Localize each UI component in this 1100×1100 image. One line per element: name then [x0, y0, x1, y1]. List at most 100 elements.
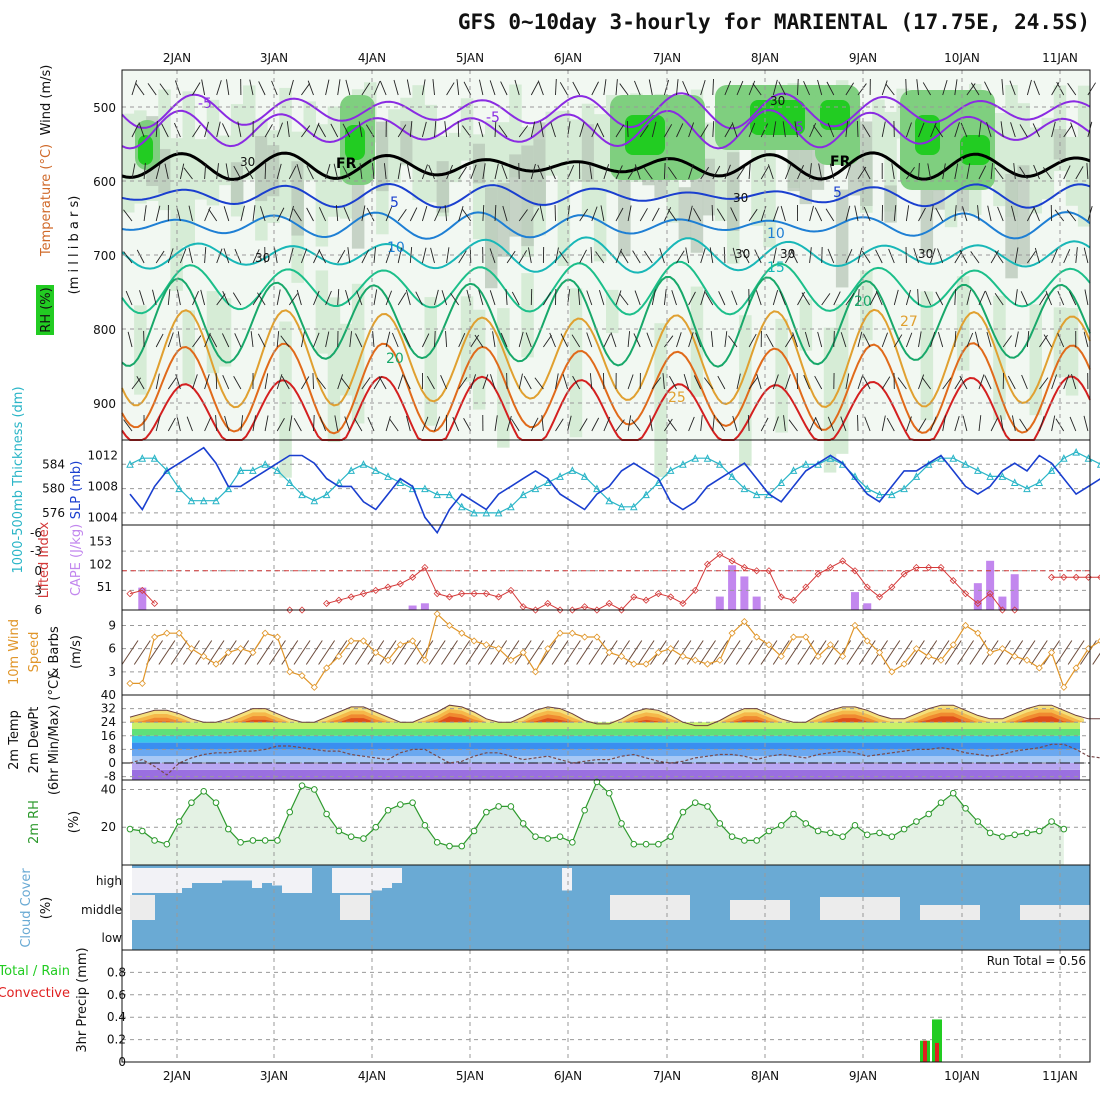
- wind-barb: [258, 81, 266, 96]
- temp-contour-label: 10: [387, 240, 405, 256]
- wind-barb: [730, 207, 738, 222]
- wind-barb: [237, 121, 242, 138]
- wind-barb: [358, 121, 363, 138]
- thickness-point: [875, 490, 884, 499]
- wind-speed-point: [617, 652, 626, 660]
- wind-barb: [478, 121, 484, 138]
- ylabel-barbs: & Barbs: [47, 626, 62, 678]
- cloud-high: [182, 868, 192, 888]
- wind-barb: [293, 417, 302, 432]
- wind-barb: [233, 165, 242, 180]
- rh-point: [1060, 825, 1068, 833]
- wind-barb: [409, 121, 413, 138]
- wind-barb: [765, 333, 774, 348]
- wind-barb: [615, 79, 618, 96]
- temp-contour-7: [121, 276, 1091, 368]
- thickness-point: [666, 466, 675, 474]
- wind-barb: [792, 332, 798, 348]
- wind-barb: [748, 208, 758, 222]
- wind-barb: [700, 248, 706, 264]
- wind-barb-10m: [760, 640, 778, 665]
- thickness-point: [752, 490, 761, 499]
- thickness-point: [802, 460, 810, 468]
- thickness-point: [580, 472, 589, 480]
- temp-band-5: [132, 735, 1080, 743]
- thickness-point: [629, 502, 638, 511]
- cloud-high: [392, 868, 402, 883]
- wind-barb: [586, 332, 593, 348]
- wind-barb: [788, 419, 798, 432]
- wind-barb: [572, 375, 581, 390]
- wind-barb: [537, 164, 544, 180]
- wind-barb: [138, 122, 145, 138]
- temp-band-7: [132, 722, 1080, 729]
- wind-barb: [748, 80, 756, 96]
- wind-barb: [688, 122, 695, 138]
- wind-barb: [445, 331, 448, 348]
- wind-barb: [397, 247, 402, 264]
- wind-barb: [500, 81, 508, 96]
- xtick-bottom: 11JAN: [1042, 1069, 1078, 1083]
- wind-barb: [444, 205, 448, 222]
- wind-barb: [378, 375, 387, 390]
- wind-barb: [502, 205, 508, 222]
- wind-barb: [619, 83, 629, 96]
- wind-barb: [862, 124, 871, 138]
- wind-barb: [301, 125, 311, 138]
- thickness-point: [175, 484, 183, 493]
- li-point: [912, 563, 920, 572]
- wind-speed-point: [839, 652, 847, 660]
- li-point: [544, 599, 552, 608]
- wind-barb: [918, 122, 925, 138]
- wind-barb: [330, 123, 339, 138]
- wind-barb: [615, 290, 622, 306]
- thickness-point: [863, 484, 872, 493]
- thickness-point: [285, 478, 294, 486]
- rh-point: [556, 833, 564, 840]
- wind-barb: [772, 206, 779, 222]
- cloud-high: [172, 868, 182, 893]
- wind-barb: [1033, 80, 1040, 96]
- wind-barb: [325, 331, 330, 348]
- wind-barb: [752, 83, 762, 96]
- wind-speed-point: [937, 656, 945, 664]
- wind-barb: [257, 333, 266, 348]
- wind-speed-point: [495, 645, 503, 653]
- thickness-point: [273, 466, 282, 474]
- wind-barb: [918, 207, 926, 222]
- temp-band-0: [132, 769, 1080, 780]
- wind-barb-10m: [527, 640, 544, 665]
- rh-point: [237, 839, 244, 846]
- temp-fill-3: [130, 716, 1084, 723]
- wind-barb: [164, 163, 169, 180]
- wind-barb: [627, 415, 632, 432]
- thickness-point: [310, 496, 319, 505]
- wind-barb: [826, 81, 835, 96]
- wind-barb: [856, 121, 859, 138]
- wind-barb: [881, 80, 888, 96]
- thickness-point: [593, 484, 601, 493]
- wind-barb-10m: [785, 640, 802, 665]
- wind-speed-point: [556, 629, 564, 637]
- wind-barb-10m: [441, 640, 458, 665]
- wind-barb: [343, 206, 351, 222]
- thickness-point: [789, 466, 798, 474]
- wind-barb: [1011, 415, 1016, 432]
- wind-barb: [954, 79, 958, 96]
- wind-barb: [1027, 251, 1036, 264]
- wind-speed-point: [470, 637, 478, 645]
- wind-barb: [962, 415, 968, 432]
- wind-barb: [731, 122, 738, 138]
- wind-barb: [954, 416, 960, 432]
- cloud-ytick: middle: [81, 903, 122, 917]
- wind-barb: [356, 290, 363, 306]
- wind-barb: [986, 331, 992, 348]
- wind-barb: [434, 331, 436, 348]
- wind-barb-10m: [121, 640, 139, 665]
- wind-barb-10m: [1018, 640, 1036, 665]
- rh-point: [765, 827, 773, 835]
- thickness-point: [543, 478, 552, 486]
- rh-shade: [182, 91, 195, 247]
- rh-point: [126, 825, 134, 833]
- wind-barb: [458, 377, 468, 390]
